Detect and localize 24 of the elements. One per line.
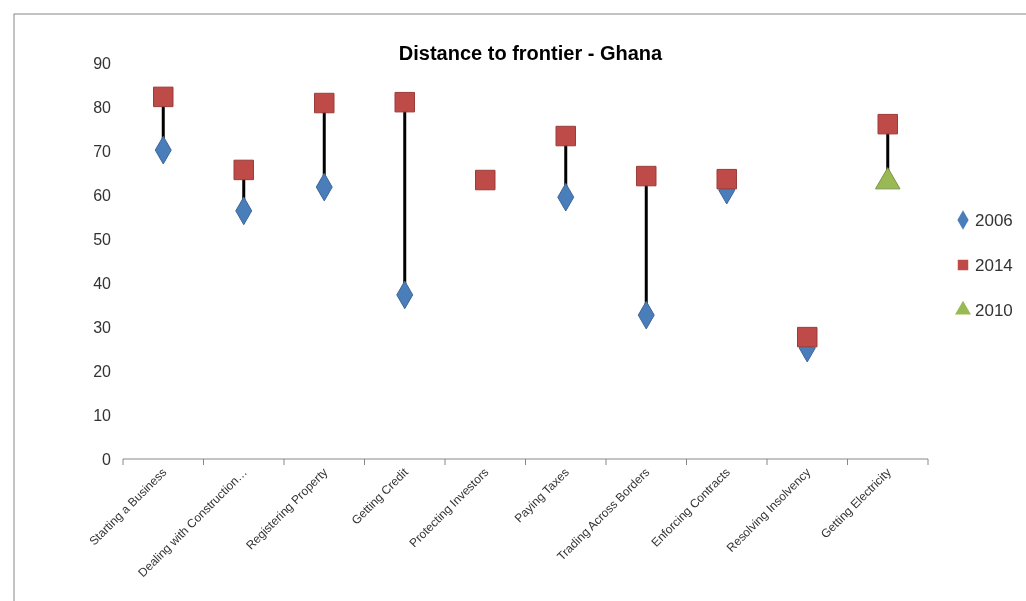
chart-title: Distance to frontier - Ghana — [398, 42, 664, 64]
point — [153, 86, 174, 108]
y-tick-label: 20 — [93, 362, 112, 380]
y-tick-label: 40 — [93, 274, 112, 292]
y-tick-label: 0 — [102, 450, 112, 468]
legend-label: 2010 — [975, 300, 1013, 320]
point — [233, 159, 254, 181]
y-tick-label: 80 — [93, 98, 112, 116]
legend-label: 2014 — [975, 255, 1013, 275]
y-tick-label: 10 — [93, 406, 112, 424]
point — [877, 113, 898, 135]
point — [394, 91, 415, 113]
y-tick-label: 30 — [93, 318, 112, 336]
y-tick-label: 90 — [93, 54, 112, 72]
y-tick-label: 60 — [93, 186, 112, 204]
legend-label: 2006 — [975, 210, 1013, 230]
point — [797, 326, 818, 348]
y-tick-label: 50 — [93, 230, 112, 248]
point — [314, 92, 335, 114]
point — [716, 168, 737, 190]
point — [636, 165, 657, 187]
point — [555, 125, 576, 147]
point — [475, 169, 496, 191]
y-tick-label: 70 — [93, 142, 112, 160]
